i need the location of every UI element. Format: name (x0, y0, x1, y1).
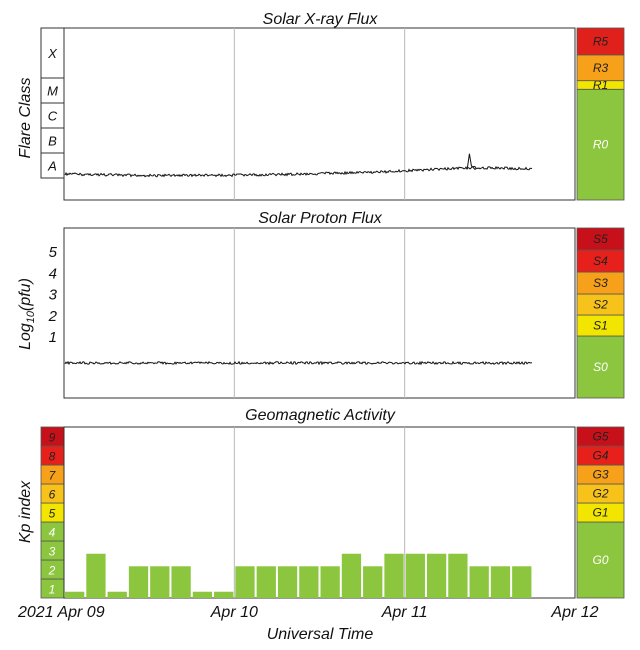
scale-label-g2: G2 (592, 487, 608, 501)
proton-ylabel-main: Log (17, 323, 34, 350)
proton-y-tick-4: 4 (49, 265, 57, 282)
kp-bar (235, 566, 255, 598)
flare-class-label-c: C (48, 109, 58, 124)
flux-line (64, 360, 533, 366)
flare-class-label-a: A (47, 159, 57, 174)
kp-bar (192, 591, 213, 598)
scale-label-r1: R1 (593, 78, 608, 92)
proton-ylabel-sub: 10 (25, 310, 37, 323)
kp-bar (426, 553, 447, 598)
scale-label-g1: G1 (592, 506, 608, 520)
kp-title: Geomagnetic Activity (245, 407, 396, 424)
kp-bar (405, 553, 425, 598)
kp-bar (299, 566, 319, 598)
kp-bar (150, 566, 170, 598)
scale-label-g3: G3 (592, 468, 608, 482)
kp-bar (384, 553, 404, 598)
proton-y-tick-1: 1 (49, 329, 57, 346)
x-axis-label: Universal Time (267, 626, 374, 643)
radio-blackout-scale: R0 R1 R3 R5 (576, 27, 625, 201)
kp-level-label-9: 9 (49, 431, 56, 445)
kp-level-label-2: 2 (48, 564, 56, 578)
kp-bar (256, 566, 276, 598)
kp-ylabel: Kp index (17, 480, 34, 543)
kp-level-label-3: 3 (49, 545, 56, 559)
kp-bar (363, 566, 383, 598)
scale-label-g5: G5 (592, 430, 608, 444)
flare-class-label-b: B (48, 134, 57, 149)
scale-label-r5: R5 (593, 34, 609, 48)
scale-label-s1: S1 (593, 319, 608, 333)
scale-label-g0: G0 (592, 553, 608, 567)
flare-class-label-x: X (47, 46, 58, 61)
kp-bar (448, 553, 468, 598)
flare-class-label-m: M (47, 84, 58, 99)
proton-title: Solar Proton Flux (258, 210, 383, 227)
kp-color-scale: 1 2 3 4 5 6 7 8 9 (40, 426, 65, 599)
kp-level-label-6: 6 (49, 488, 56, 502)
kp-bar (512, 566, 532, 598)
kp-grid (233, 427, 406, 598)
scale-label-s4: S4 (593, 254, 608, 268)
kp-bar (65, 591, 85, 598)
scale-cell-g0 (576, 521, 625, 599)
kp-level-label-8: 8 (49, 450, 56, 464)
x-axis-tick-labels: 2021 Apr 09 Apr 10 Apr 11 Apr 12 (17, 604, 599, 621)
x-tick-label: Apr 10 (210, 604, 258, 621)
kp-bar (320, 566, 340, 598)
scale-label-s3: S3 (593, 276, 608, 290)
kp-plot-area (63, 426, 576, 599)
scale-label-s2: S2 (593, 298, 608, 312)
kp-bar (277, 566, 298, 598)
xray-flux-series (64, 153, 533, 195)
xray-title: Solar X-ray Flux (263, 11, 379, 28)
scale-cell-r5 (576, 27, 625, 56)
scale-label-r3: R3 (593, 61, 609, 75)
scale-label-s5: S5 (593, 232, 608, 246)
xray-spike (466, 153, 476, 171)
scale-label-g4: G4 (592, 449, 608, 463)
proton-flux-series (64, 360, 533, 383)
x-tick-label: Apr 11 (381, 604, 428, 621)
geomagnetic-storm-scale: G0 G1 G2 G3 G4 G5 (576, 426, 625, 599)
proton-ylabel: Log10(pfu) (17, 278, 37, 350)
kp-bar (469, 566, 489, 598)
x-tick-label: 2021 Apr 09 (17, 604, 105, 621)
kp-level-label-7: 7 (49, 469, 57, 483)
flux-line (64, 165, 533, 178)
kp-bar (341, 553, 362, 598)
proton-y-tick-2: 2 (48, 308, 58, 325)
scale-cell-r3 (576, 54, 625, 82)
proton-y-tick-3: 3 (49, 287, 58, 304)
x-tick-label: Apr 12 (550, 604, 598, 621)
kp-bar (107, 591, 127, 598)
kp-bar (214, 591, 234, 598)
kp-level-label-5: 5 (49, 507, 56, 521)
kp-bar (128, 566, 149, 598)
proton-y-tick-5: 5 (49, 244, 58, 261)
scale-cell-s5 (576, 227, 625, 251)
proton-ylabel-unit: (pfu) (17, 278, 34, 311)
proton-y-ticks: 1 2 3 4 5 (48, 244, 58, 346)
kp-bar (86, 553, 106, 598)
kp-level-label-1: 1 (49, 583, 56, 597)
scale-cell-s0 (576, 335, 625, 399)
kp-level-label-4: 4 (49, 526, 56, 540)
solar-radiation-scale: S0 S1 S2 S3 S4 S5 (576, 227, 625, 399)
kp-bar (171, 566, 191, 598)
scale-cell-r0 (576, 88, 625, 201)
xray-ylabel: Flare Class (17, 78, 34, 159)
scale-label-s0: S0 (593, 360, 608, 374)
scale-label-r0: R0 (593, 138, 609, 152)
scale-cell-g5 (576, 426, 625, 447)
kp-bars (65, 553, 532, 598)
kp-bar (490, 566, 511, 598)
